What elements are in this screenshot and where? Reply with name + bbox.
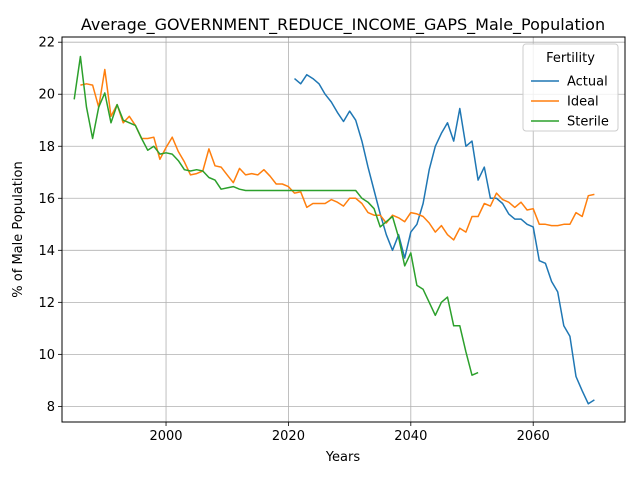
plot-frame <box>61 36 626 423</box>
x-tick-label: 2020 <box>272 429 305 444</box>
y-tick-label: 12 <box>38 296 55 311</box>
legend-title: Fertility <box>546 51 595 66</box>
y-axis-label: % of Male Population <box>11 161 26 297</box>
y-tick-label: 14 <box>38 244 55 259</box>
x-tick-label: 2040 <box>394 429 427 444</box>
y-tick-label: 16 <box>38 192 55 207</box>
series-layer <box>73 55 595 405</box>
legend-label-ideal: Ideal <box>567 95 599 110</box>
series-line-actual <box>294 73 595 405</box>
y-tick-label: 18 <box>38 140 55 155</box>
chart-title: Average_GOVERNMENT_REDUCE_INCOME_GAPS_Ma… <box>81 15 605 35</box>
legend-label-sterile: Sterile <box>567 115 609 130</box>
x-tick-label: 2000 <box>149 429 182 444</box>
legend: Fertility Actual Ideal Sterile <box>522 43 619 132</box>
y-tick-label: 10 <box>38 348 55 363</box>
y-tick-label: 22 <box>38 36 55 51</box>
legend-label-actual: Actual <box>567 75 608 90</box>
x-axis-label: Years <box>325 450 361 465</box>
y-axis-ticks: 8 10 12 14 16 18 20 22 <box>38 36 62 415</box>
series-line-ideal <box>80 68 595 241</box>
series-line-sterile <box>73 55 479 376</box>
y-tick-label: 20 <box>38 88 55 103</box>
y-tick-label: 8 <box>47 400 55 415</box>
legend-box <box>522 43 619 132</box>
x-axis-ticks: 2000 2020 2040 2060 <box>149 422 550 444</box>
x-tick-label: 2060 <box>517 429 550 444</box>
